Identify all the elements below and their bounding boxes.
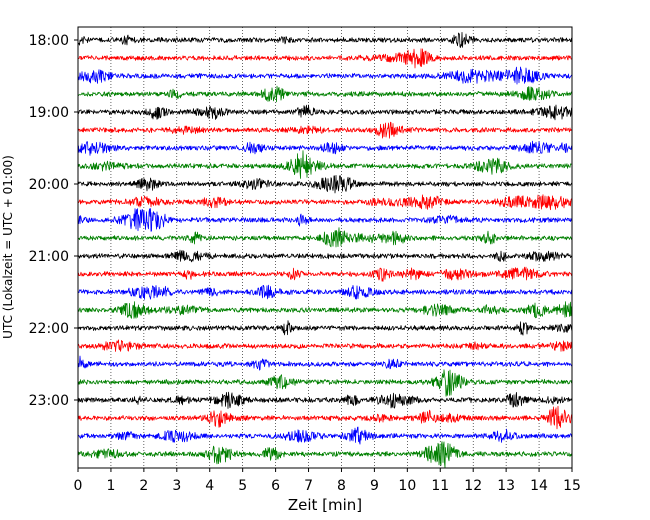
y-axis-ticks: 18:00 19:00 20:00 21:00 22:00 23:00 [29,33,78,409]
x-tick-label: 14 [530,478,548,494]
x-tick-label: 9 [370,478,379,494]
y-tick-label: 20:00 [29,177,69,193]
x-tick-label: 0 [74,478,83,494]
seismic-trace [77,249,572,263]
y-tick-label: 18:00 [29,33,69,49]
seismic-trace [77,441,573,469]
seismic-trace [78,66,573,85]
seismic-trace [77,320,573,336]
y-tick-label: 19:00 [29,105,69,121]
y-tick-label: 22:00 [29,321,69,337]
x-tick-label: 2 [139,478,148,494]
x-axis-ticks: 0 1 2 3 4 5 6 7 8 9 10 11 12 13 14 15 [74,468,581,494]
seismic-trace [77,339,573,352]
seismic-trace [77,391,573,409]
x-tick-label: 11 [431,478,449,494]
seismic-trace [77,284,573,300]
seismic-trace [77,121,573,139]
seismic-trace [77,208,572,232]
seismic-trace [77,48,573,69]
y-tick-label: 21:00 [29,249,69,265]
x-tick-label: 10 [398,478,416,494]
x-tick-label: 1 [106,478,115,494]
seismic-trace [77,369,573,397]
x-tick-label: 7 [304,478,313,494]
x-tick-label: 3 [172,478,181,494]
seismic-trace [77,175,573,194]
x-tick-label: 13 [497,478,515,494]
plot-area [78,27,572,468]
x-tick-label: 6 [271,478,280,494]
plot-frame [77,26,573,469]
x-tick-label: 4 [205,478,214,494]
seismic-trace [77,194,573,211]
y-axis-label: UTC (Lokalzeit = UTC + 01:00) [1,155,15,339]
seismic-trace [77,355,573,371]
seismic-trace [77,104,573,121]
x-tick-label: 8 [337,478,346,494]
seismic-trace [77,426,573,445]
seismic-trace [77,301,573,319]
x-tick-label: 15 [563,478,581,494]
x-tick-label: 5 [238,478,247,494]
y-tick-label: 23:00 [29,393,69,409]
seismic-trace [77,85,573,103]
seismic-traces [77,32,573,469]
seismic-trace [77,266,573,282]
x-axis-label: Zeit [min] [288,496,362,514]
seismic-trace [77,227,573,248]
seismic-trace [77,150,573,179]
seismic-trace [77,32,572,48]
seismic-trace [77,405,573,430]
x-tick-label: 12 [464,478,482,494]
seismic-trace [77,140,573,156]
